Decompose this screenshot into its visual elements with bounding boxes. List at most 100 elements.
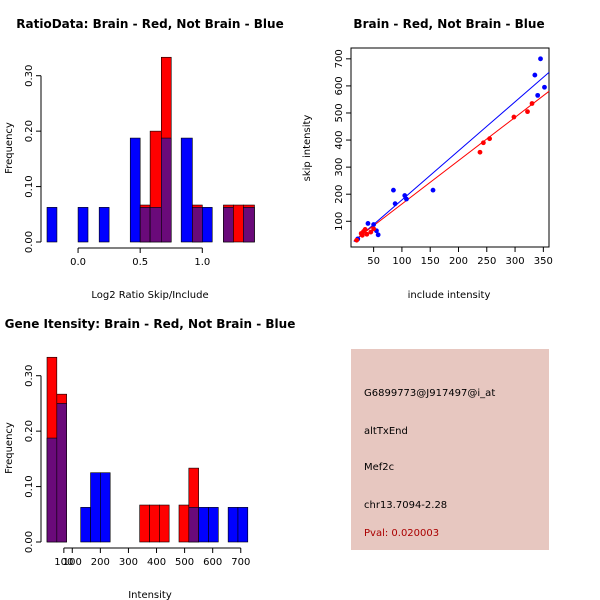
gene-hist-bar-6 xyxy=(149,504,160,543)
gene-hist-bar-8 xyxy=(178,504,190,543)
blue-point-5 xyxy=(391,187,396,193)
gene-hist-xtick-label-5: 500 xyxy=(175,557,194,568)
info-panel-background xyxy=(351,349,549,550)
red-point-0 xyxy=(354,237,360,243)
gene-name-text: Mef2c xyxy=(364,462,394,473)
scatter-xtick-label-1: 100 xyxy=(392,256,411,267)
scatter-plot-frame xyxy=(350,47,550,248)
ratio-hist-bar-6 xyxy=(129,137,141,243)
gene-hist-xtick-label-0: 100 xyxy=(54,557,73,568)
blue-point-11 xyxy=(535,92,541,98)
scatter-xtick-label-2: 150 xyxy=(421,256,440,267)
blue-point-6 xyxy=(392,201,398,207)
red-point-4 xyxy=(362,227,368,232)
red-point-10 xyxy=(487,136,492,142)
scatter-xtick-label-4: 250 xyxy=(477,256,496,267)
gene-hist-overlap-bar-0 xyxy=(46,437,58,543)
gene-hist-xtick-label-3: 300 xyxy=(119,557,138,568)
gene-hist-ytick-label-2: 0.20 xyxy=(24,420,35,442)
ratio-histogram-title: RatioData: Brain - Red, Not Brain - Blue xyxy=(16,17,283,31)
gene-hist-bar-2 xyxy=(80,507,91,543)
intensity-scatter-title: Brain - Red, Not Brain - Blue xyxy=(353,17,544,31)
gene-hist-bar-4 xyxy=(100,472,111,543)
probe-id-text: G6899773@J917497@i_at xyxy=(364,388,495,399)
ratio-hist-bar-14 xyxy=(233,204,244,243)
gene-hist-bar-5 xyxy=(139,504,150,543)
gene-hist-xtick-label-2: 200 xyxy=(91,557,110,568)
intensity-scatter-panel: Brain - Red, Not Brain - Blue 50 100 150 20… xyxy=(302,17,553,301)
blue-point-8 xyxy=(404,196,409,202)
ratio-hist-bar-10 xyxy=(180,137,193,243)
red-point-11 xyxy=(511,114,517,120)
red-point-9 xyxy=(480,140,486,146)
gene-histogram-bars xyxy=(46,356,249,543)
gene-hist-xtick-label-7: 700 xyxy=(231,557,250,568)
red-point-6 xyxy=(368,229,374,235)
blue-point-10 xyxy=(532,72,538,78)
ratio-hist-overlap-bar-11 xyxy=(192,207,203,243)
ratio-hist-bar-0 xyxy=(46,207,58,243)
red-point-13 xyxy=(529,101,535,106)
gene-hist-xtick-label-4: 400 xyxy=(147,557,166,568)
ratio-hist-overlap-bar-13 xyxy=(223,207,234,243)
red-point-12 xyxy=(525,109,530,115)
ratio-hist-xtick-label-0: 0.0 xyxy=(70,257,86,268)
blue-point-4 xyxy=(375,232,381,238)
chromosome-location-text: chr13.7094-2.28 xyxy=(364,500,447,511)
gene-hist-ytick-label-1: 0.10 xyxy=(24,475,35,497)
gene-histogram-ylabel: Frequency xyxy=(4,422,15,474)
gene-hist-overlap-bar-1 xyxy=(56,403,67,543)
gene-hist-bar-10 xyxy=(198,507,209,543)
scatter-xlabel: include intensity xyxy=(408,290,491,301)
blue-point-2 xyxy=(371,222,377,227)
gene-hist-bar-12 xyxy=(227,507,239,543)
ratio-hist-overlap-bar-7 xyxy=(139,207,151,243)
scatter-points xyxy=(354,56,547,243)
gene-hist-overlap-bar-9 xyxy=(188,507,199,543)
blue-point-9 xyxy=(430,187,436,193)
gene-hist-bar-7 xyxy=(159,504,170,543)
ratio-histogram-ylabel: Frequency xyxy=(4,122,15,174)
ratio-hist-ytick-label-0: 0.00 xyxy=(24,231,35,253)
scatter-ytick-label-5: 600 xyxy=(334,76,345,95)
blue-point-12 xyxy=(538,56,543,62)
ratio-hist-overlap-bar-15 xyxy=(243,207,255,243)
scatter-ytick-label-6: 700 xyxy=(334,49,345,68)
ratio-hist-overlap-bar-8 xyxy=(149,207,162,243)
ratio-histogram-panel: RatioData: Brain - Red, Not Brain - Blue… xyxy=(4,17,284,301)
gene-hist-xtick-label-1: 100 xyxy=(63,557,82,568)
scatter-ytick-label-1: 200 xyxy=(334,185,345,204)
ratio-hist-bar-12 xyxy=(202,207,213,243)
ratio-hist-ytick-label-2: 0.20 xyxy=(24,120,35,142)
ratio-hist-overlap-bar-9 xyxy=(161,137,172,243)
red-point-7 xyxy=(371,226,377,232)
red-point-5 xyxy=(364,231,370,237)
ratio-histogram-xlabel: Log2 Ratio Skip/Include xyxy=(91,290,208,301)
gene-hist-xtick-label-6: 600 xyxy=(203,557,222,568)
ratio-hist-ytick-label-3: 0.30 xyxy=(24,65,35,87)
scatter-axes: 50 100 150 200 250 300 350 100 200 300 400 500 600 70… xyxy=(334,49,553,267)
scatter-xtick-label-0: 50 xyxy=(367,256,380,267)
scatter-fit-lines xyxy=(353,71,550,242)
info-panel: G6899773@J917497@i_at altTxEnd Mef2c chr… xyxy=(351,349,549,550)
scatter-xtick-label-6: 350 xyxy=(534,256,553,267)
scatter-xtick-label-5: 300 xyxy=(506,256,525,267)
pval-text: Pval: 0.020003 xyxy=(364,528,439,539)
scatter-ytick-label-3: 400 xyxy=(334,131,345,150)
blue-point-13 xyxy=(542,84,547,90)
scatter-ylabel: skip intensity xyxy=(302,115,313,182)
ratio-hist-xtick-label-2: 1.0 xyxy=(194,257,210,268)
gene-hist-bar-11 xyxy=(208,507,219,543)
blue-fit-line xyxy=(353,71,550,242)
ratio-hist-bar-3 xyxy=(77,207,89,243)
ratio-histogram-axes: 0.00 0.10 0.20 0.30 0.0 0.5 1.0 xyxy=(24,65,210,268)
red-fit-line xyxy=(353,90,550,242)
ratio-hist-ytick-label-1: 0.10 xyxy=(24,175,35,197)
ratio-hist-bar-5 xyxy=(98,207,110,243)
gene-histogram-title: Gene Itensity: Brain - Red, Not Brain - … xyxy=(5,317,296,331)
scatter-ytick-label-2: 300 xyxy=(334,158,345,177)
gene-hist-ytick-label-0: 0.00 xyxy=(24,531,35,553)
scatter-xtick-label-3: 200 xyxy=(449,256,468,267)
